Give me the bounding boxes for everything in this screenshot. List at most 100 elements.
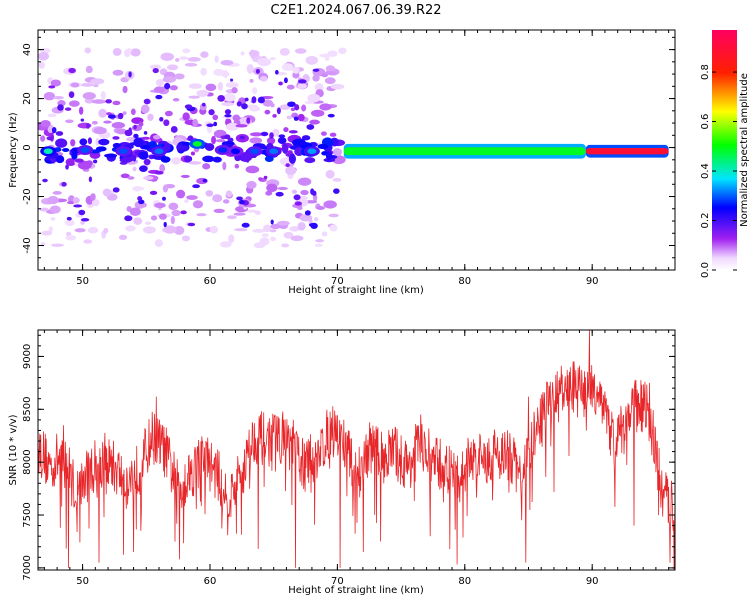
heatmap-speckle [263,224,272,233]
heatmap-speckle [219,241,232,248]
heatmap-frame [37,29,676,271]
y-tick-label: -40 [22,237,33,253]
heatmap-speckle [159,163,166,173]
colorbar-tick-label: 0.8 [700,64,711,80]
heatmap-speckle [294,104,300,111]
heatmap-speckle [188,95,200,99]
heatmap-speckle [307,93,321,103]
heatmap-speckle [47,113,57,118]
heatmap-speckle [38,51,50,61]
heatmap-speckle [236,196,243,201]
heatmap-speckle [52,191,62,195]
heatmap-ticks: 50 60 70 80 90 -40 -20 0 20 40 [22,30,675,287]
snr-ylabel: SNR (10 * v/v) [8,414,19,485]
heatmap-speckle [257,96,265,104]
heatmap-speckle [192,184,200,189]
heatmap-speckle [205,190,214,197]
heatmap-speckle [293,116,299,121]
heatmap-speckle [233,212,246,216]
heatmap-speckle [112,69,124,76]
heatmap-speckle [304,210,311,216]
heatmap-speckle [277,220,290,226]
heatmap-speckle [275,70,279,75]
heatmap-speckle [79,138,88,146]
heatmap-speckle [286,115,293,120]
heatmap-speckle [68,67,76,74]
heatmap-speckle [232,114,241,122]
x-tick-label: 90 [586,276,599,287]
heatmap-speckle [152,134,161,140]
heatmap-speckle [234,228,248,232]
heatmap-speckle [92,199,100,207]
heatmap-speckle [246,64,254,73]
heatmap-speckle [278,81,283,86]
heatmap-speckle [293,194,301,201]
heatmap-speckle [182,48,191,54]
heatmap-speckle [133,137,144,148]
heatmap-speckle [281,145,289,153]
heatmap-speckle [152,67,159,74]
heatmap-speckle [297,177,312,186]
heatmap-speckle [137,196,143,201]
heatmap-speckle [224,109,232,115]
heatmap-speckle [46,136,54,141]
heatmap-speckle [124,48,131,58]
heatmap-speckle [257,57,271,67]
heatmap-speckle [118,234,128,240]
heatmap-speckle [269,132,274,139]
heatmap-speckle [319,103,332,111]
heatmap-speckle [212,194,223,203]
heatmap-speckle [82,92,96,100]
heatmap-speckle [122,111,127,115]
heatmap-speckle [272,128,280,137]
heatmap-speckle [329,224,338,232]
heatmap-speckle [117,112,124,120]
heatmap-speckle [240,51,245,56]
heatmap-speckle [224,134,231,140]
heatmap-speckle [297,83,307,90]
heatmap-speckle [187,57,201,62]
heatmap-speckle [130,108,136,116]
heatmap-blob [230,148,240,155]
heatmap-speckle [241,103,248,110]
heatmap-speckle [255,68,260,74]
heatmap-speckle [328,213,339,218]
heatmap-speckle [184,62,198,67]
heatmap-speckle [154,239,163,248]
heatmap-speckle [159,117,164,122]
heatmap-speckle [47,196,59,205]
heatmap-speckle [71,152,78,160]
heatmap-speckle [263,175,268,180]
heatmap-speckle [251,96,257,104]
heatmap-speckle [270,224,281,230]
heatmap-speckle [314,83,324,92]
snr-series-line [38,330,675,570]
heatmap-speckle [154,202,166,209]
heatmap-speckle [64,219,75,227]
x-tick-label: 60 [204,576,217,587]
heatmap-speckle [230,78,234,82]
heatmap-speckle [283,127,289,133]
heatmap-speckle [254,210,261,215]
heatmap-speckle [182,141,191,146]
heatmap-speckle [112,100,121,106]
heatmap-speckle [283,77,288,84]
heatmap-speckle [277,137,287,144]
x-tick-label: 80 [458,576,471,587]
heatmap-speckle [87,137,93,145]
heatmap-speckle [166,64,179,71]
x-tick-label: 60 [204,276,217,287]
heatmap-speckle [95,137,100,146]
heatmap-speckle [196,89,209,97]
heatmap-speckle [285,166,297,176]
heatmap-speckle [290,107,296,112]
heatmap-speckle [41,230,53,236]
heatmap-speckle [85,123,90,129]
heatmap-speckle [249,132,263,137]
heatmap-speckle [127,176,135,180]
heatmap-speckle [111,122,126,129]
heatmap-speckle [213,208,225,213]
heatmap-speckle [70,139,76,147]
heatmap-speckle [314,217,319,222]
heatmap-speckle [283,231,294,239]
